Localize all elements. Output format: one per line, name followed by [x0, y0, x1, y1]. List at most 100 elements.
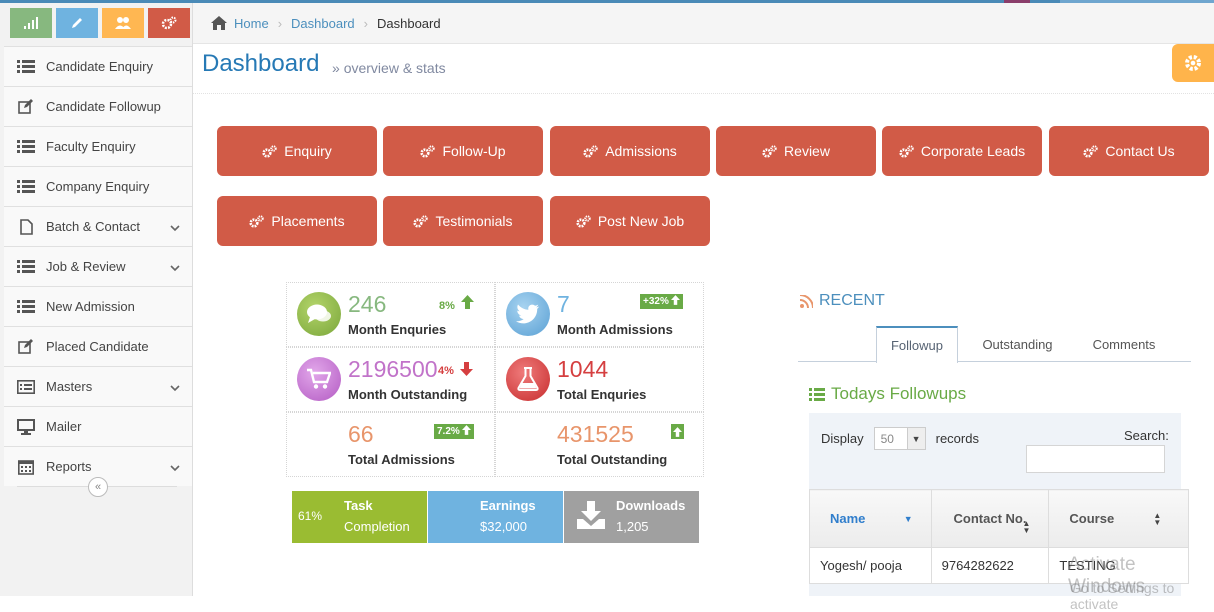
- sidebar-item-label: Candidate Followup: [46, 99, 161, 114]
- stat-value: 1044: [557, 356, 609, 382]
- sidebar-item-candidate-enquiry[interactable]: Candidate Enquiry: [4, 46, 192, 86]
- sidebar-item-masters[interactable]: Masters: [4, 366, 192, 406]
- stat-label: Month Admissions: [557, 322, 673, 337]
- edit-icon: [16, 339, 36, 355]
- sidebar-item-label: New Admission: [46, 299, 135, 314]
- infobox-title: Task: [344, 498, 373, 513]
- infobox-title: Earnings: [480, 498, 536, 513]
- sort-icon: ▲ ▼: [1022, 519, 1031, 535]
- tile-contact-us[interactable]: Contact Us: [1049, 126, 1209, 176]
- column-header-name[interactable]: Name ▼: [809, 489, 932, 548]
- sidebar-item-faculty-enquiry[interactable]: Faculty Enquiry: [4, 126, 192, 166]
- infobox-title: Downloads: [616, 498, 686, 513]
- cogs-icon[interactable]: [148, 8, 190, 38]
- sidebar-item-candidate-followup[interactable]: Candidate Followup: [4, 86, 192, 126]
- tab-comments[interactable]: Comments: [1092, 336, 1156, 352]
- tab-outstanding[interactable]: Outstanding: [982, 336, 1053, 352]
- cogs-icon: [262, 144, 277, 158]
- users-icon[interactable]: [102, 8, 144, 38]
- column-header-contact[interactable]: Contact No. ▲ ▼: [930, 489, 1050, 548]
- sidebar-item-label: Masters: [46, 379, 93, 394]
- sidebar-item-label: Faculty Enquiry: [46, 139, 136, 154]
- records-per-page-select[interactable]: 50 ▼: [873, 427, 926, 450]
- arrow-up-icon: [461, 425, 471, 438]
- tile-follow-up[interactable]: Follow-Up: [383, 126, 543, 176]
- length-control: Display 50 ▼ records: [821, 427, 979, 450]
- tile-placements[interactable]: Placements: [217, 196, 377, 246]
- infobox-subtitle: Completion: [344, 519, 410, 534]
- tile-admissions[interactable]: Admissions: [550, 126, 710, 176]
- infobox-task: 61% Task Completion: [292, 491, 427, 543]
- cogs-icon: [413, 214, 429, 228]
- stat-month-admissions: 7 Month Admissions +32%: [495, 282, 704, 347]
- twitter-icon: [506, 292, 550, 336]
- stat-badge: 4%: [438, 365, 454, 377]
- list-alt-icon: [16, 379, 36, 395]
- chevron-down-icon: ▼: [906, 428, 925, 449]
- double-left-icon[interactable]: «: [88, 477, 108, 497]
- search-input[interactable]: [1026, 445, 1165, 473]
- stat-value: 246: [348, 291, 387, 317]
- infobox-stat: 61%: [298, 509, 323, 523]
- rss-icon: [800, 294, 813, 308]
- cogs-icon: [420, 144, 436, 158]
- tile-testimonials[interactable]: Testimonials: [383, 196, 543, 246]
- sidebar-item-company-enquiry[interactable]: Company Enquiry: [4, 166, 192, 206]
- infobox-downloads: Downloads 1,205: [564, 491, 699, 543]
- table-cell: Yogesh/ pooja: [809, 547, 932, 584]
- stat-total-enquries: 1044 Total Enquries: [495, 347, 704, 412]
- breadcrumb: Home › Dashboard › Dashboard: [193, 3, 1214, 44]
- stat-label: Month Outstanding: [348, 387, 468, 402]
- infobox-subtitle: $32,000: [480, 519, 527, 534]
- infobox-subtitle: 1,205: [616, 519, 649, 534]
- sidebar-item-label: Batch & Contact: [46, 219, 140, 234]
- comments-icon: [297, 292, 341, 336]
- cogs-icon: [762, 144, 777, 158]
- arrow-up-icon: [461, 295, 474, 314]
- tile-post-new-job[interactable]: Post New Job: [550, 196, 710, 246]
- table-row[interactable]: Yogesh/ pooja 9764282622 TESTING: [809, 547, 1189, 584]
- signal-icon[interactable]: [10, 8, 52, 38]
- shortcut-bar: [0, 3, 192, 43]
- breadcrumb-dashboard-link[interactable]: Dashboard: [291, 15, 355, 31]
- cogs-icon: [899, 144, 914, 158]
- stat-label: Total Outstanding: [557, 452, 668, 467]
- tab-followup[interactable]: Followup: [876, 326, 958, 363]
- list-icon: [16, 139, 36, 155]
- page-title: Dashboard: [202, 50, 320, 77]
- sidebar-item-new-admission[interactable]: New Admission: [4, 286, 192, 326]
- chevron-down-icon: [170, 220, 180, 235]
- chevron-right-icon: ›: [363, 15, 368, 31]
- column-header-course[interactable]: Course ▲ ▼: [1048, 489, 1189, 548]
- stat-month-enquries: 246 Month Enquries 8%: [286, 282, 495, 347]
- breadcrumb-home[interactable]: Home: [234, 15, 269, 31]
- stat-month-outstanding: 2196500 Month Outstanding 4%: [286, 347, 495, 412]
- cogs-icon: [1083, 144, 1099, 158]
- chevron-down-icon: [170, 460, 180, 475]
- stat-label: Month Enquries: [348, 322, 447, 337]
- stat-badge: 8%: [439, 300, 455, 312]
- sidebar-item-batch-contact[interactable]: Batch & Contact: [4, 206, 192, 246]
- stat-value: 2196500: [348, 356, 438, 382]
- settings-button[interactable]: [1172, 44, 1214, 82]
- tile-review[interactable]: Review: [716, 126, 876, 176]
- desktop-icon: [16, 418, 36, 435]
- stat-label: Total Admissions: [348, 452, 455, 467]
- table-cell: TESTING: [1048, 547, 1189, 584]
- tile-enquiry[interactable]: Enquiry: [217, 126, 377, 176]
- tile-corporate-leads[interactable]: Corporate Leads: [882, 126, 1042, 176]
- activation-watermark-sub: Go to Settings to activate: [1070, 580, 1175, 612]
- sort-desc-icon: ▼: [903, 514, 913, 524]
- sidebar-item-placed-candidate[interactable]: Placed Candidate: [4, 326, 192, 366]
- sidebar-item-mailer[interactable]: Mailer: [4, 406, 192, 446]
- sidebar-item-label: Company Enquiry: [46, 179, 150, 194]
- page-header: Dashboard » overview & stats: [193, 44, 1214, 94]
- gear-icon: [1185, 55, 1201, 71]
- sidebar-item-job-review[interactable]: Job & Review: [4, 246, 192, 286]
- sidebar-item-label: Reports: [46, 459, 92, 474]
- cogs-icon: [249, 214, 265, 228]
- cogs-icon: [576, 214, 591, 228]
- stat-total-outstanding: 431525 Total Outstanding: [495, 412, 704, 477]
- sidebar-item-label: Placed Candidate: [46, 339, 149, 354]
- pencil-icon[interactable]: [56, 8, 98, 38]
